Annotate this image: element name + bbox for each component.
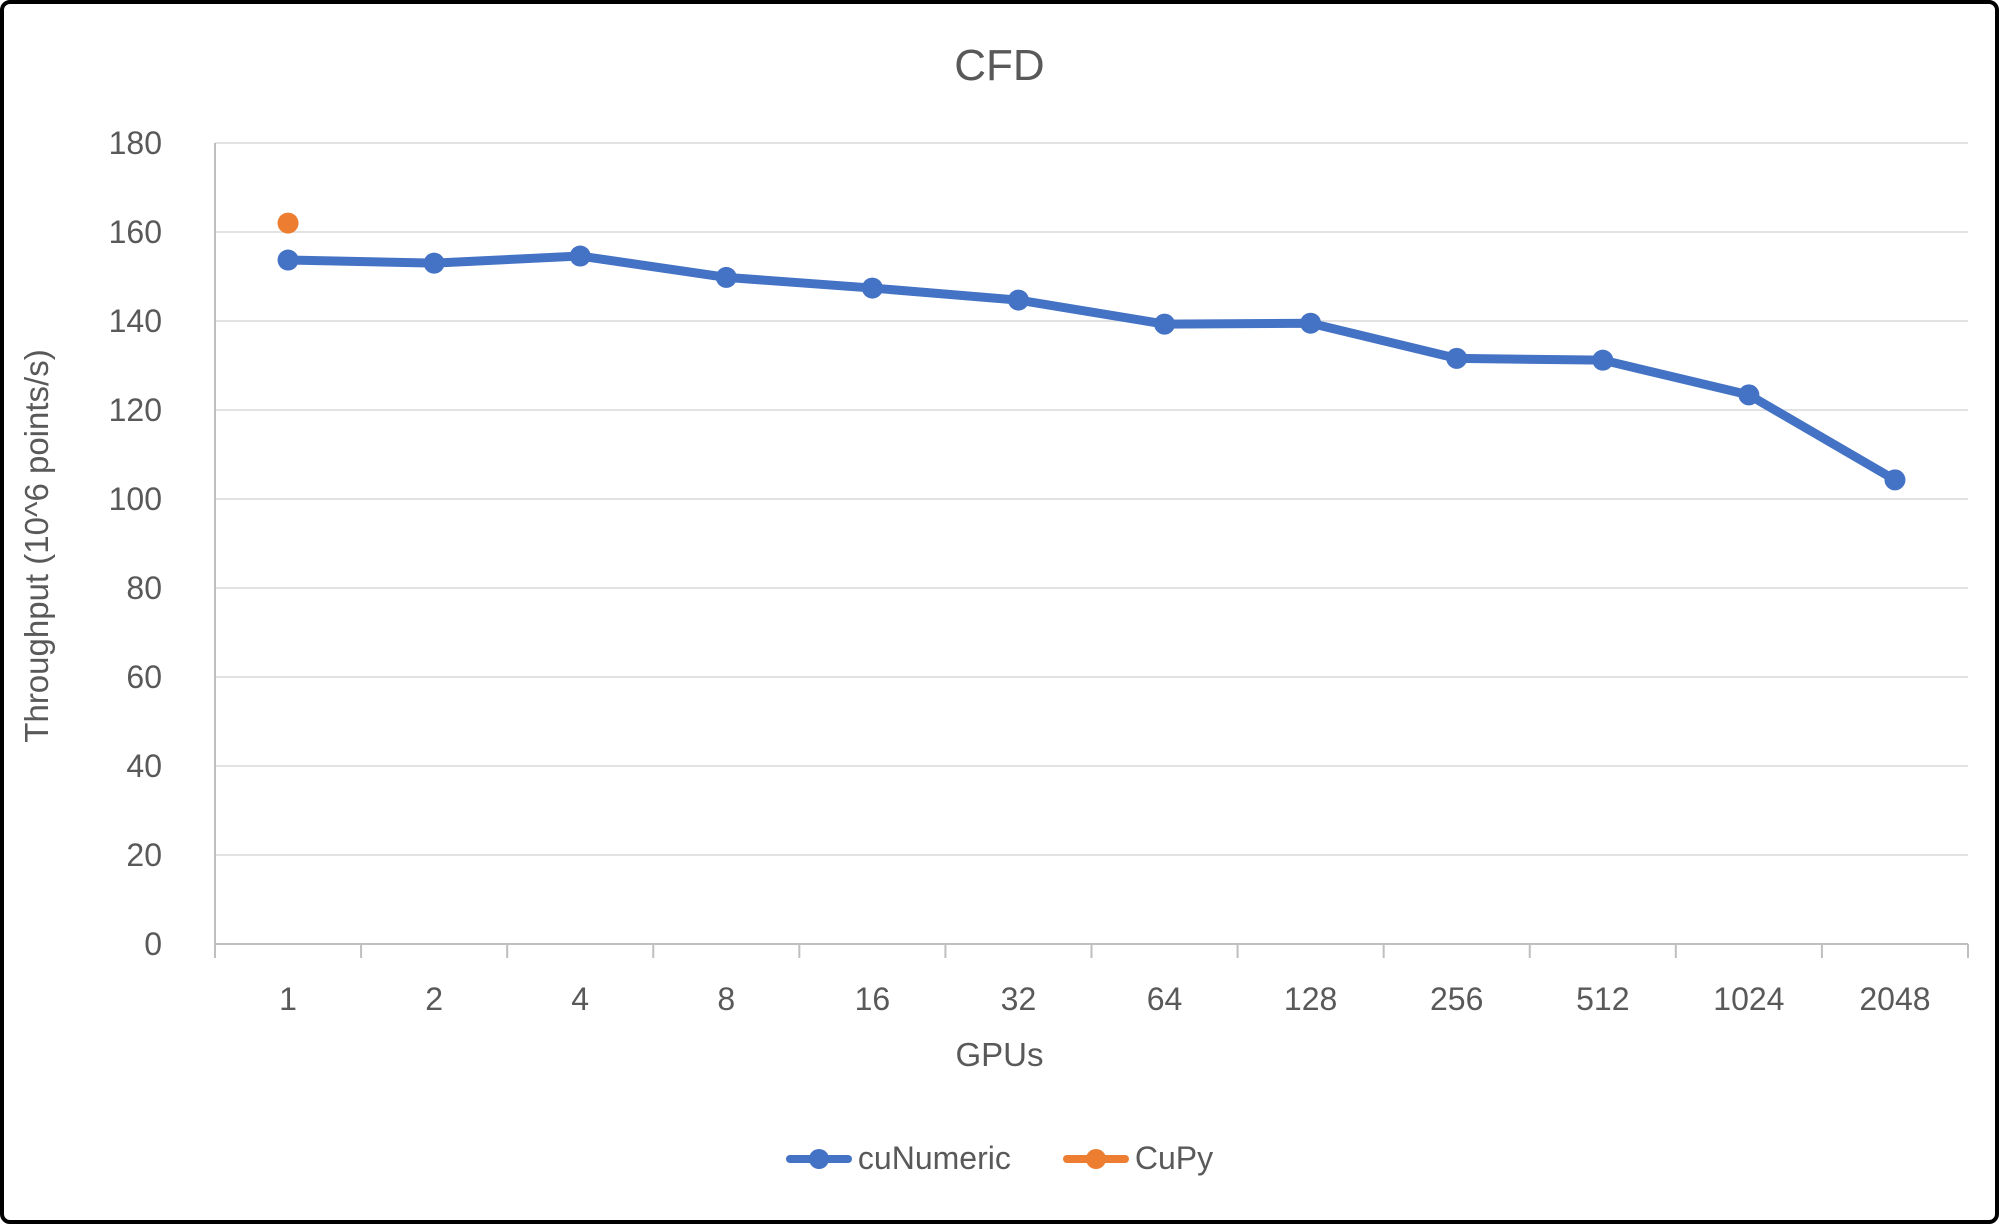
legend: cuNumeric CuPy [4,1140,1995,1177]
legend-label-cunumeric: cuNumeric [857,1140,1011,1176]
y-tick-label: 60 [126,659,162,695]
data-point-CuPy [277,212,299,234]
y-axis-title: Throughput (10^6 points/s) [18,349,55,743]
chart-title: CFD [954,41,1045,90]
y-tick-label: 100 [109,481,162,517]
x-tick-label: 4 [571,981,589,1017]
x-tick-label: 128 [1284,981,1337,1017]
x-tick-label: 256 [1430,981,1483,1017]
data-point-cuNumeric [715,266,737,288]
x-tick-label: 32 [1001,981,1037,1017]
x-tick-label: 2 [425,981,443,1017]
x-tick-label: 1024 [1713,981,1784,1017]
data-point-cuNumeric [1007,289,1029,311]
legend-item-cunumeric: cuNumeric [785,1140,1011,1177]
x-tick-label: 16 [855,981,891,1017]
y-tick-label: 0 [144,926,162,962]
cunumeric-series-swatch-icon [785,1148,852,1170]
data-point-cuNumeric [1592,349,1614,371]
data-point-cuNumeric [1884,469,1906,491]
y-tick-label: 120 [109,392,162,428]
cupy-series-swatch-icon [1062,1148,1129,1170]
data-point-cuNumeric [861,277,883,299]
data-point-cuNumeric [1154,313,1176,335]
legend-item-cupy: CuPy [1062,1140,1214,1177]
data-point-cuNumeric [423,252,445,274]
y-tick-label: 40 [126,748,162,784]
legend-label-cupy: CuPy [1134,1140,1214,1176]
data-point-cuNumeric [277,249,299,271]
data-point-cuNumeric [1446,347,1468,369]
x-tick-label: 512 [1576,981,1629,1017]
data-point-cuNumeric [1300,312,1322,334]
y-tick-label: 140 [109,303,162,339]
y-tick-label: 20 [126,837,162,873]
y-tick-label: 80 [126,570,162,606]
x-axis-title: GPUs [955,1036,1044,1073]
x-tick-label: 1 [279,981,297,1017]
data-point-cuNumeric [569,245,591,267]
y-tick-label: 180 [109,125,162,161]
x-tick-label: 8 [717,981,735,1017]
x-tick-label: 64 [1147,981,1183,1017]
y-tick-label: 160 [109,214,162,250]
plot-area: 0 20 40 60 80 100 120 140 160 180 1 2 4 8 16 32 64 128 256… [109,125,1969,1017]
x-tick-label: 2048 [1859,981,1930,1017]
series-line-cuNumeric [283,251,1900,485]
data-point-cuNumeric [1738,384,1760,406]
